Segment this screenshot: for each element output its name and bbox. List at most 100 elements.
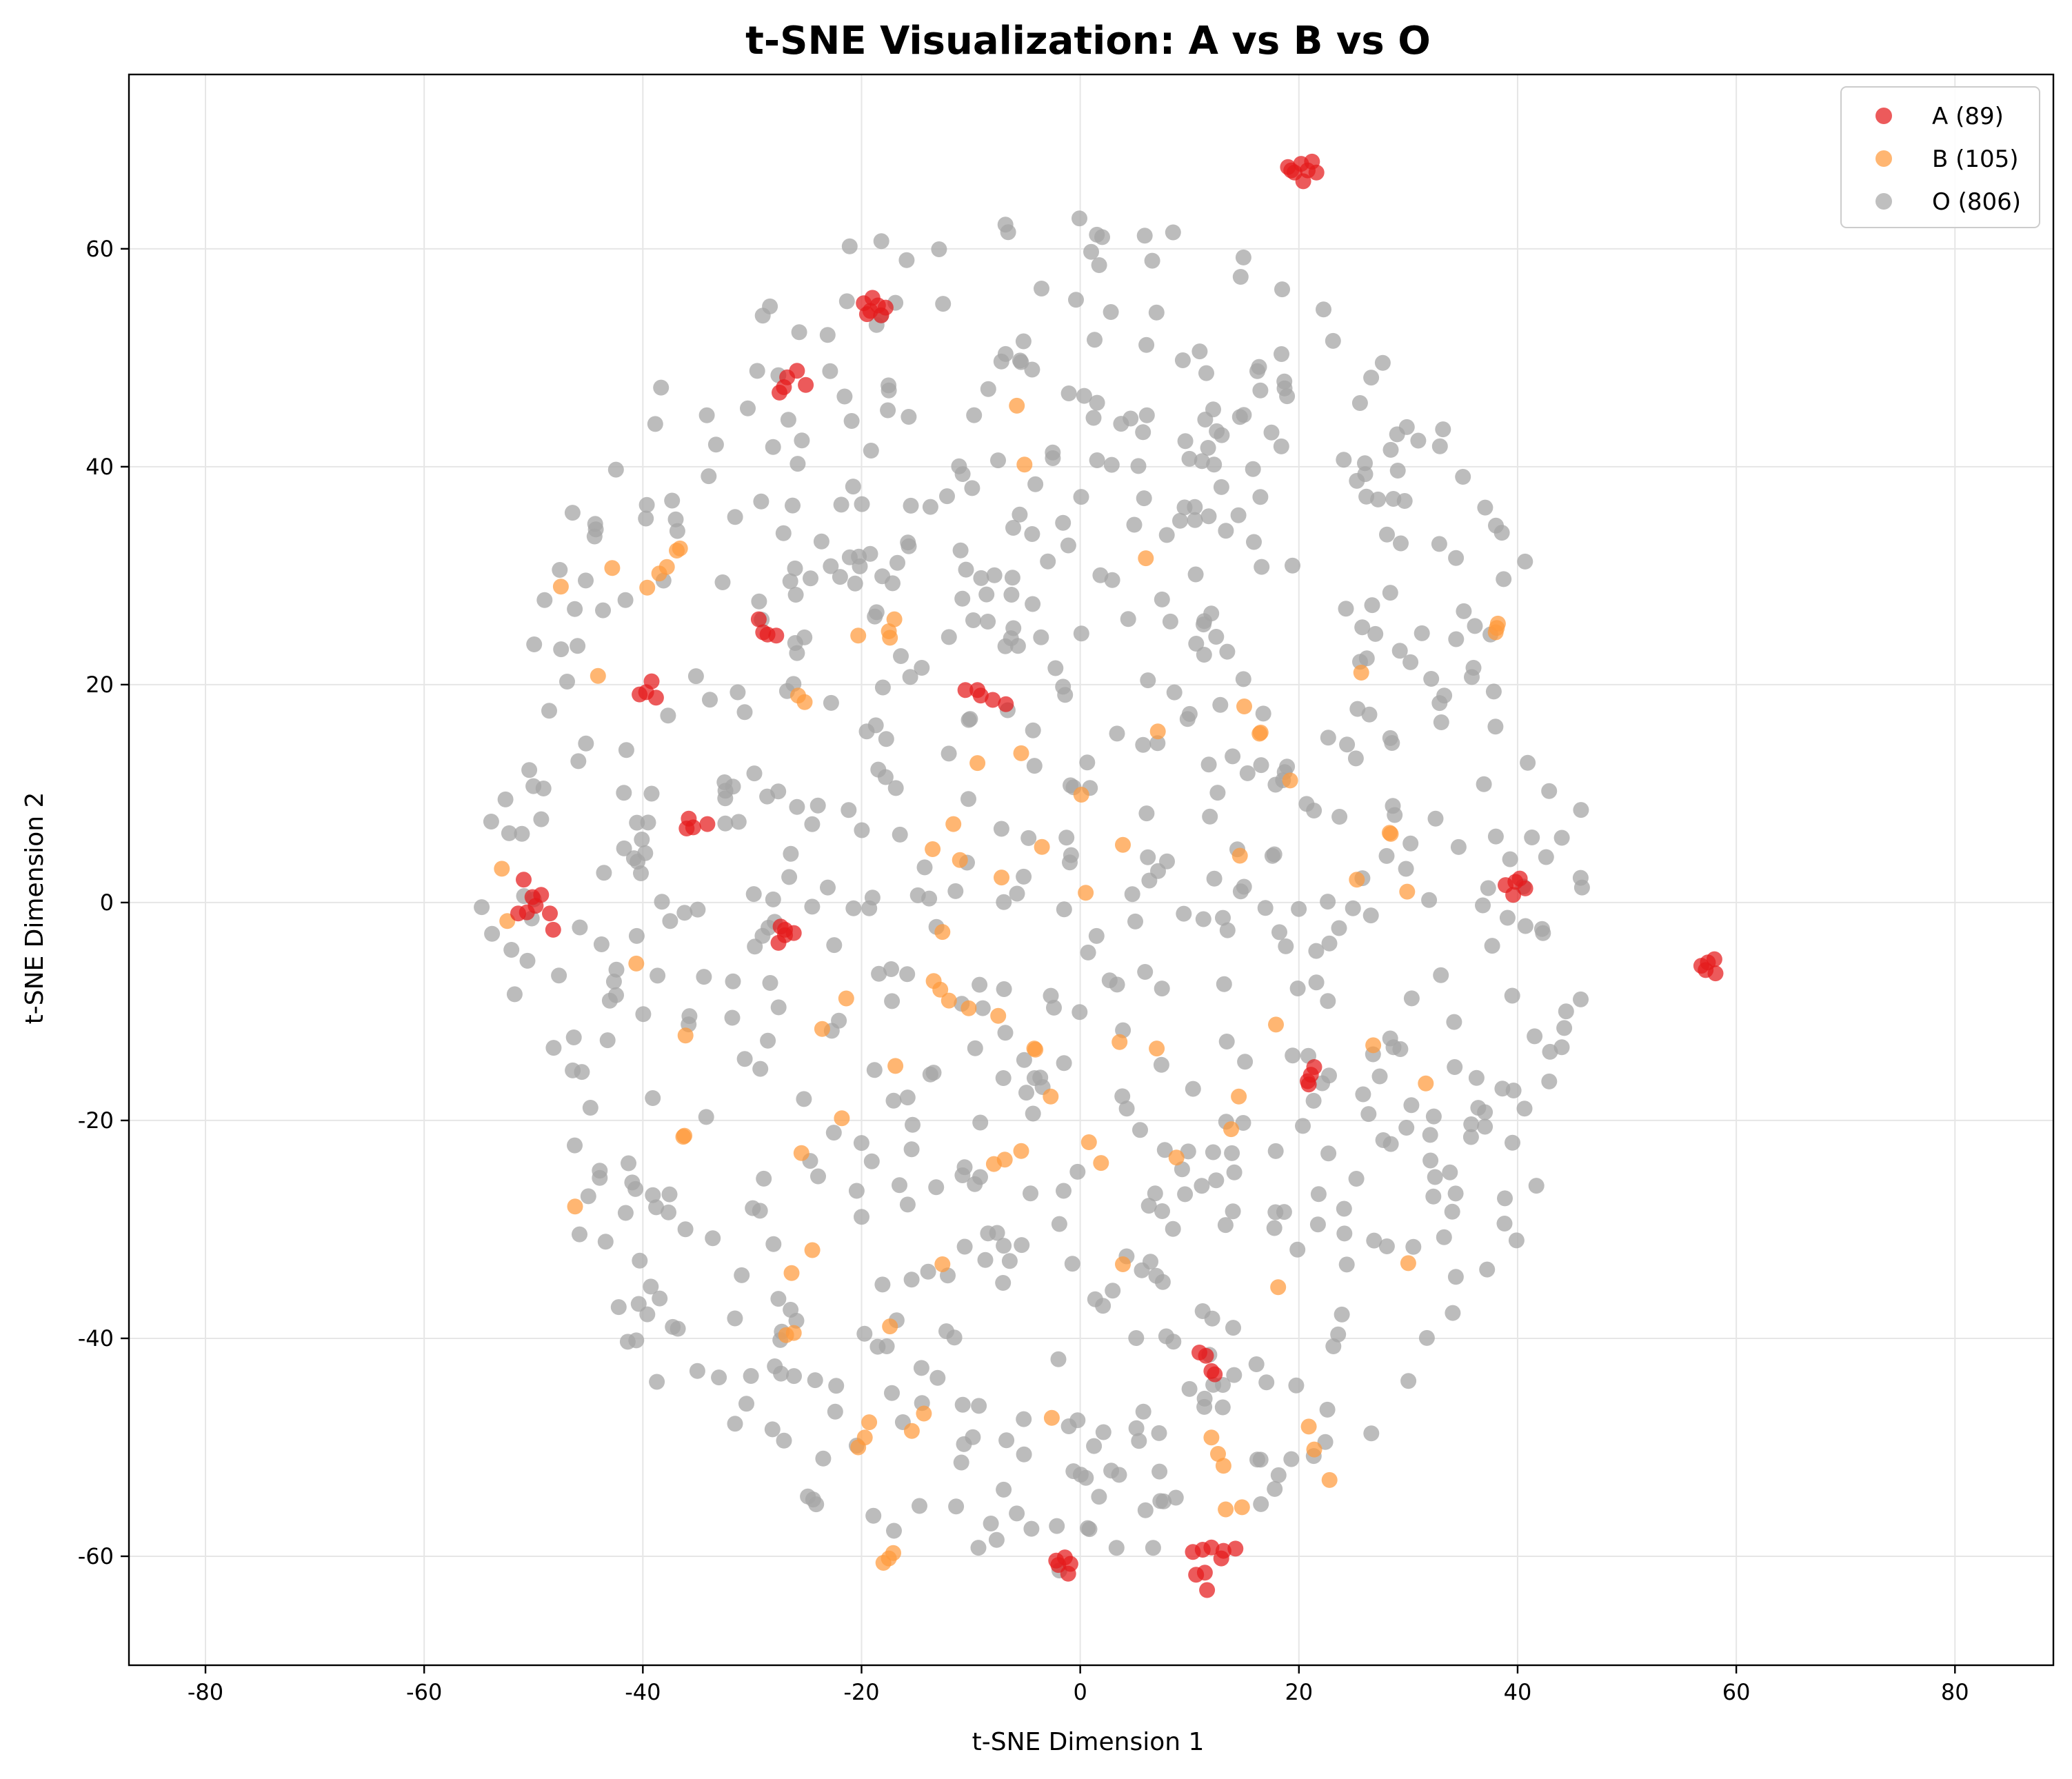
- point-o: [916, 859, 933, 876]
- point-o: [1446, 1014, 1462, 1030]
- point-a: [527, 898, 544, 914]
- point-o: [1009, 1505, 1025, 1522]
- point-b: [969, 755, 986, 772]
- point-b: [1043, 1409, 1060, 1426]
- point-o: [1463, 1116, 1480, 1132]
- point-o: [1504, 987, 1520, 1004]
- point-o: [484, 925, 501, 942]
- point-o: [922, 499, 938, 515]
- point-o: [1245, 461, 1261, 477]
- point-o: [1499, 909, 1516, 926]
- point-o: [1135, 1403, 1151, 1420]
- point-b: [604, 560, 621, 576]
- point-o: [1069, 1412, 1086, 1429]
- point-o: [871, 965, 887, 982]
- point-o: [1103, 456, 1120, 473]
- point-o: [997, 217, 1014, 233]
- point-o: [551, 967, 567, 984]
- point-o: [616, 785, 632, 801]
- point-o: [858, 723, 875, 740]
- point-o: [506, 986, 523, 1003]
- point-o: [687, 668, 704, 685]
- point-o: [1177, 433, 1194, 450]
- point-o: [1295, 1118, 1311, 1134]
- point-o: [1235, 249, 1251, 265]
- point-o: [565, 1062, 581, 1078]
- point-o: [1095, 1424, 1112, 1440]
- point-a: [1196, 1565, 1213, 1581]
- point-o: [1104, 572, 1120, 588]
- point-o: [1360, 1106, 1377, 1123]
- point-a: [777, 921, 793, 938]
- x-tick-label: -40: [625, 1679, 661, 1705]
- point-b: [945, 816, 962, 832]
- point-o: [841, 549, 858, 565]
- point-o: [1225, 1203, 1241, 1220]
- point-o: [1520, 754, 1536, 771]
- point-o: [1444, 1203, 1460, 1220]
- point-o: [1212, 696, 1229, 713]
- point-o: [1087, 332, 1103, 348]
- point-o: [1425, 1188, 1442, 1205]
- point-b: [1027, 1041, 1044, 1058]
- point-o: [1145, 1540, 1161, 1556]
- point-o: [1165, 1334, 1182, 1350]
- point-b: [1009, 397, 1025, 414]
- point-b: [861, 1414, 878, 1431]
- point-o: [1148, 304, 1165, 321]
- point-o: [634, 832, 650, 847]
- point-o: [820, 879, 836, 896]
- point-o: [856, 1325, 873, 1342]
- point-o: [997, 1025, 1014, 1041]
- point-o: [1393, 535, 1409, 552]
- point-o: [1246, 534, 1262, 550]
- point-o: [474, 899, 490, 916]
- point-o: [1063, 777, 1078, 794]
- axis-ticks: -80 -60 -40 -20 0 20 40 60 80 -60 -40 -20 0 20 40 60: [78, 236, 1969, 1705]
- point-a: [1203, 1539, 1220, 1556]
- point-o: [1025, 722, 1041, 738]
- point-b: [778, 1327, 794, 1343]
- point-o: [572, 1226, 587, 1243]
- point-b: [793, 1145, 809, 1161]
- grid: [129, 74, 2053, 1665]
- point-o: [1174, 1161, 1190, 1178]
- point-a: [750, 611, 767, 627]
- point-o: [1517, 553, 1533, 570]
- point-o: [578, 735, 594, 752]
- point-o: [1336, 1200, 1352, 1217]
- point-o: [1127, 913, 1143, 929]
- point-o: [780, 412, 796, 428]
- point-o: [1334, 1306, 1350, 1323]
- point-a: [542, 905, 558, 922]
- point-o: [909, 887, 926, 903]
- point-o: [1089, 394, 1105, 411]
- point-o: [878, 731, 894, 747]
- point-a: [755, 624, 772, 641]
- point-o: [1191, 343, 1208, 360]
- point-b: [1300, 1418, 1317, 1435]
- point-o: [1252, 489, 1269, 505]
- point-o: [781, 869, 798, 885]
- point-o: [1319, 1401, 1336, 1418]
- point-o: [640, 814, 656, 831]
- point-o: [823, 558, 839, 574]
- point-o: [863, 1153, 880, 1169]
- point-b: [886, 611, 903, 627]
- point-o: [1475, 897, 1491, 914]
- point-o: [794, 432, 810, 449]
- point-o: [1034, 281, 1049, 296]
- point-o: [1180, 1143, 1196, 1160]
- point-b: [1138, 550, 1154, 567]
- point-o: [754, 308, 771, 324]
- legend-marker: [1875, 108, 1892, 124]
- point-o: [843, 413, 860, 429]
- point-o: [1497, 1190, 1513, 1207]
- point-o: [1080, 944, 1096, 961]
- point-o: [1064, 1256, 1080, 1272]
- legend-marker: [1875, 150, 1892, 167]
- point-o: [954, 1167, 971, 1183]
- point-b: [1234, 1499, 1250, 1516]
- point-o: [1158, 527, 1175, 543]
- point-o: [1140, 672, 1156, 689]
